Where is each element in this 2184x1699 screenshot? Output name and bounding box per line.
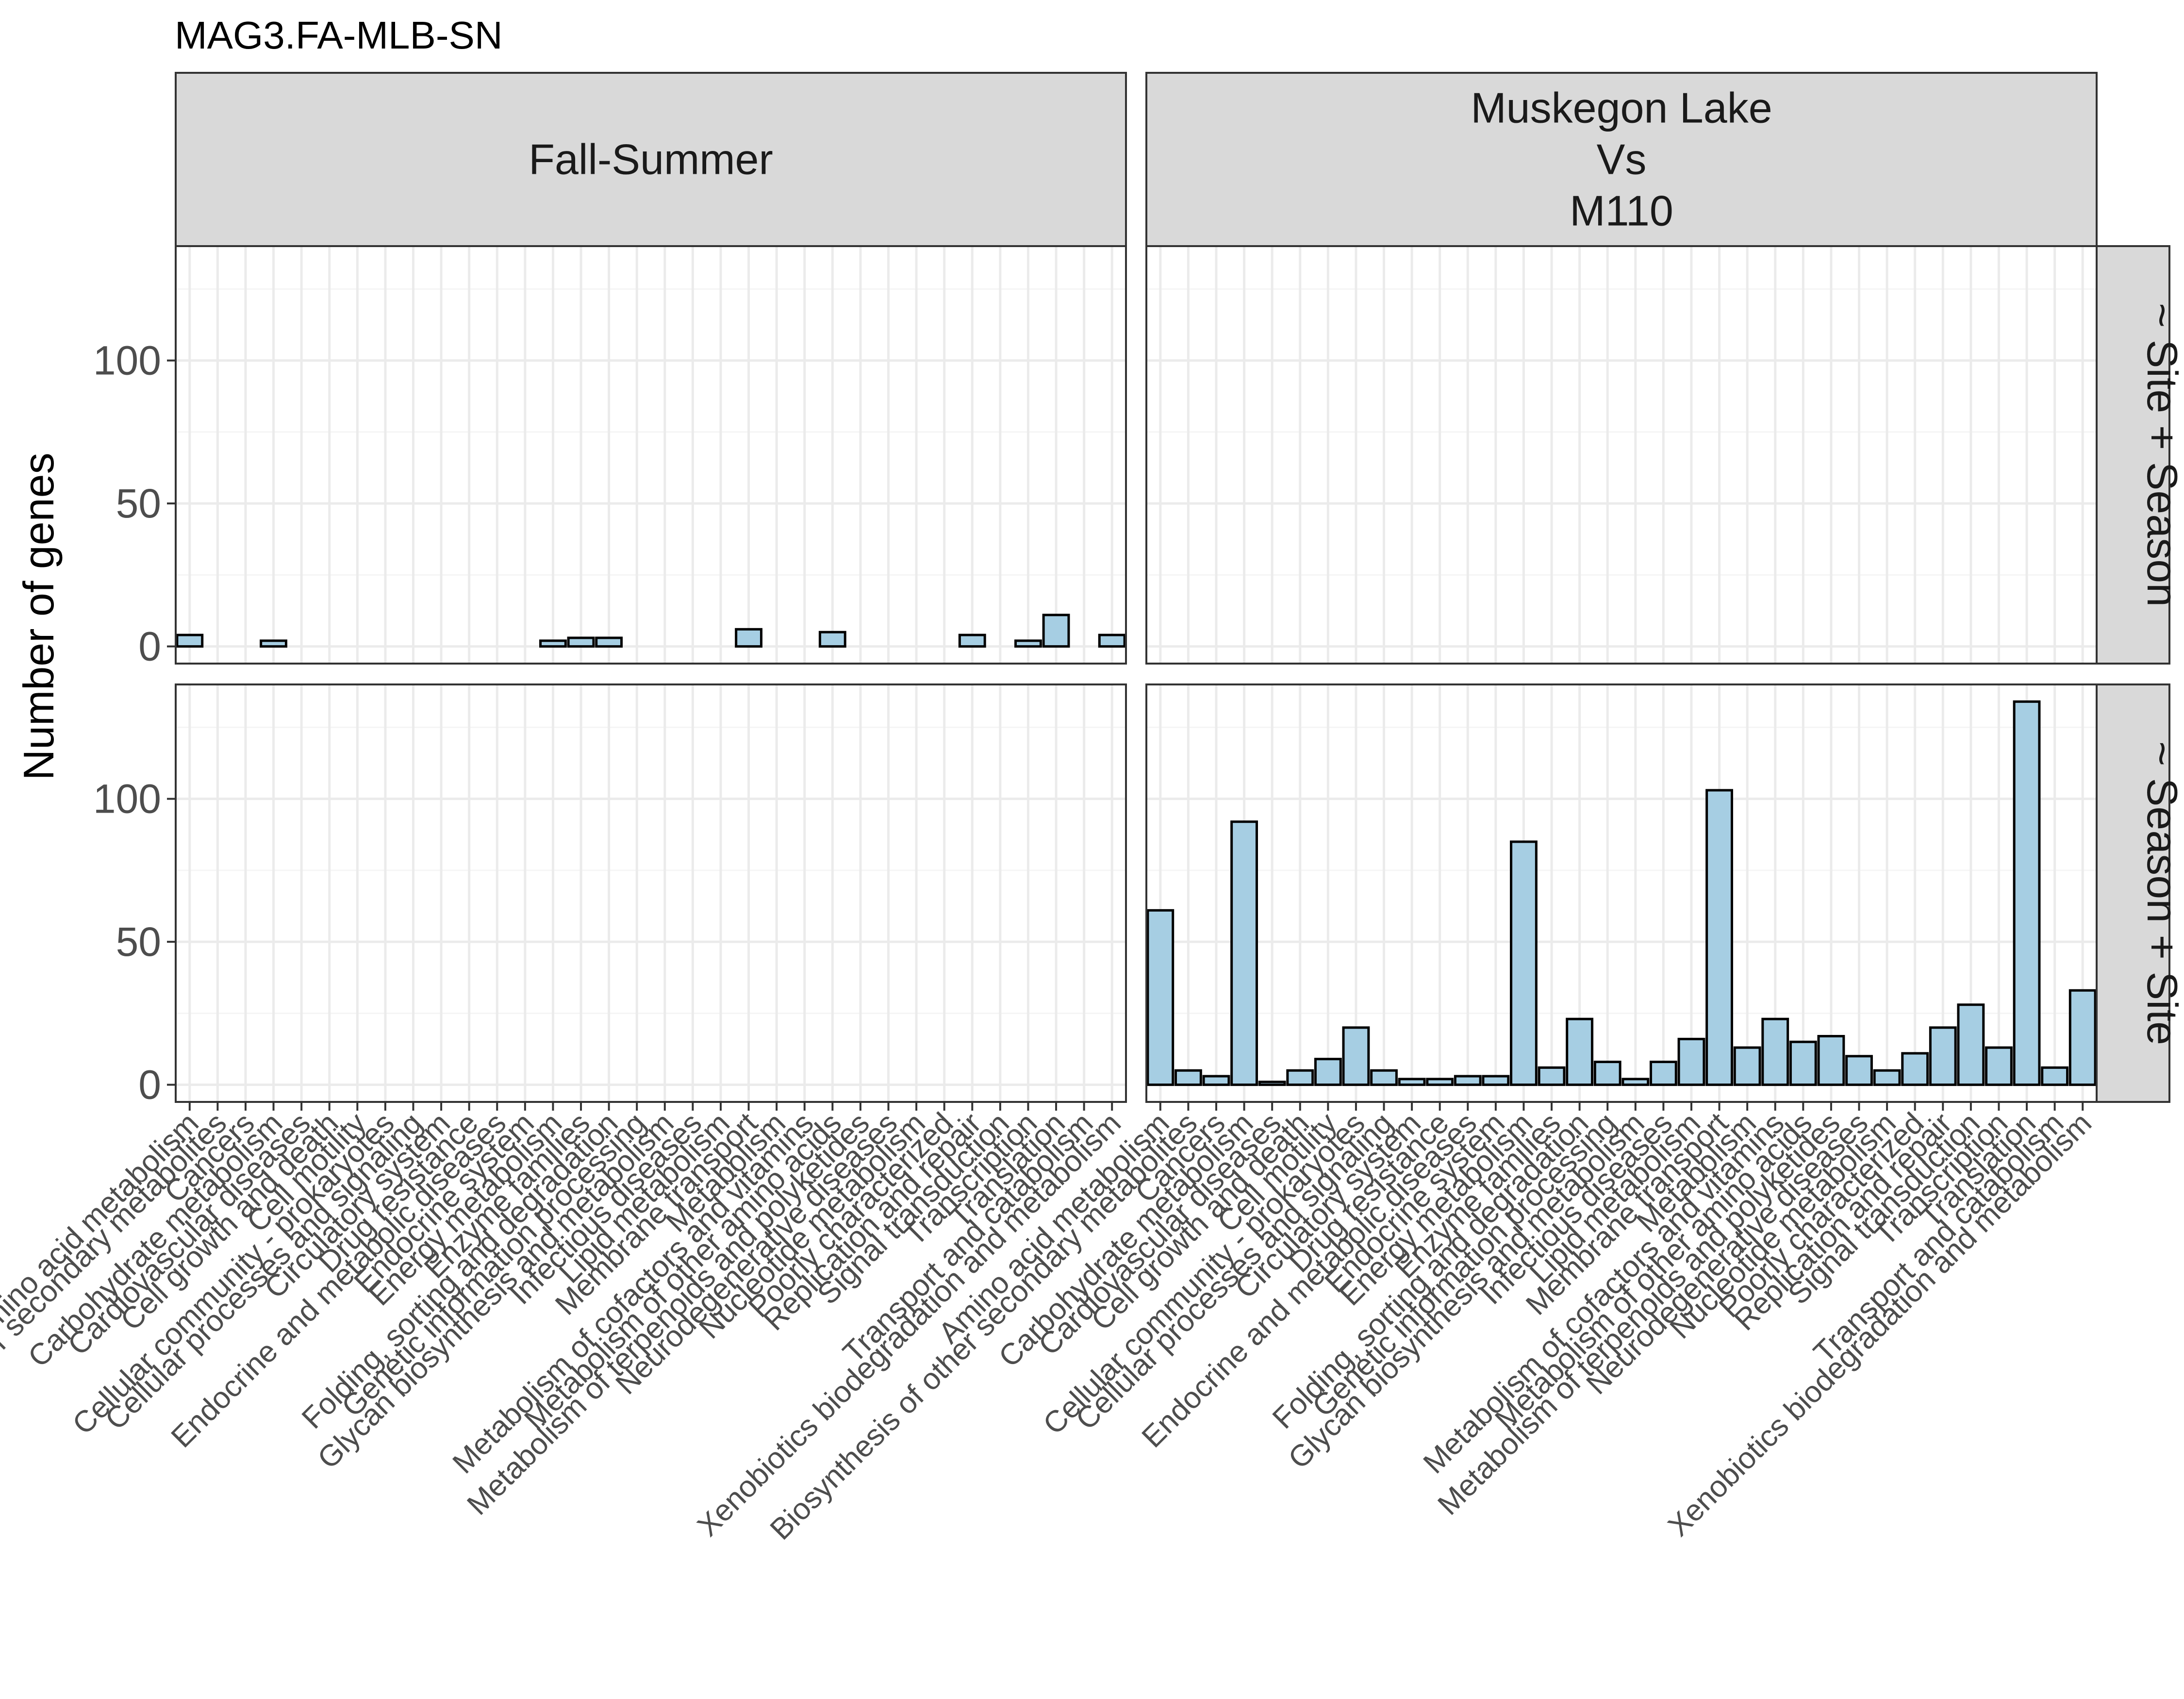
y-tick-label: 100 bbox=[93, 338, 161, 383]
bar-1-1-19 bbox=[1677, 1037, 1705, 1086]
bar-1-1-33 bbox=[2068, 989, 2097, 1086]
bar-1-1-8 bbox=[1370, 1069, 1398, 1086]
bar-1-1-13 bbox=[1510, 840, 1538, 1086]
facet-strip-col-0-label-0: Fall-Summer bbox=[529, 135, 773, 183]
bar-1-1-23 bbox=[1789, 1040, 1817, 1086]
bar-1-1-17 bbox=[1621, 1078, 1650, 1086]
bar-1-1-22 bbox=[1761, 1017, 1789, 1086]
y-tick-label: 0 bbox=[138, 624, 161, 669]
bar-1-1-16 bbox=[1593, 1061, 1621, 1086]
bar-1-1-20 bbox=[1705, 789, 1733, 1086]
bar-0-0-14 bbox=[567, 636, 595, 648]
bar-0-0-0 bbox=[176, 633, 204, 648]
bar-1-1-3 bbox=[1230, 820, 1258, 1086]
bar-1-1-14 bbox=[1538, 1066, 1566, 1086]
panel-bg-0-1 bbox=[1146, 246, 2097, 664]
y-tick-label: 50 bbox=[116, 481, 161, 526]
bar-1-1-32 bbox=[2041, 1066, 2069, 1086]
facet-strip-row-0 bbox=[2096, 245, 2170, 665]
panel-border-1-0 bbox=[175, 683, 1127, 1103]
facet-strip-row-1-label: ~ Season + Site bbox=[2138, 741, 2184, 1045]
bar-1-1-24 bbox=[1817, 1035, 1845, 1086]
bar-1-1-28 bbox=[1929, 1026, 1957, 1086]
facet-strip-col-1-label-0: Muskegon Lake bbox=[1471, 84, 1772, 132]
panel-border-1-1 bbox=[1145, 683, 2098, 1103]
bar-1-1-30 bbox=[1985, 1046, 2013, 1086]
panel-bg-0-0 bbox=[176, 246, 1126, 664]
chart-title: MAG3.FA-MLB-SN bbox=[175, 14, 503, 57]
bar-1-1-0 bbox=[1146, 909, 1175, 1086]
bar-1-1-31 bbox=[2013, 700, 2041, 1086]
bar-1-1-27 bbox=[1901, 1052, 1929, 1086]
panel-border-0-1 bbox=[1145, 245, 2098, 665]
bar-1-1-29 bbox=[1957, 1003, 1985, 1086]
bar-1-1-12 bbox=[1482, 1075, 1510, 1086]
bar-0-0-20 bbox=[735, 628, 762, 648]
panel-bg-1-0 bbox=[176, 684, 1126, 1102]
y-axis-label: Number of genes bbox=[15, 452, 63, 780]
bar-1-1-21 bbox=[1733, 1046, 1761, 1086]
bar-0-0-30 bbox=[1014, 639, 1042, 648]
facet-strip-col-0 bbox=[175, 72, 1127, 247]
bar-0-0-28 bbox=[958, 633, 986, 648]
panel-border-0-0 bbox=[175, 245, 1127, 665]
bar-0-0-15 bbox=[595, 636, 623, 648]
bar-1-1-5 bbox=[1286, 1069, 1314, 1086]
bar-1-1-7 bbox=[1342, 1026, 1370, 1086]
bar-0-0-23 bbox=[818, 631, 846, 648]
bar-1-1-25 bbox=[1845, 1055, 1873, 1086]
facet-strip-col-1 bbox=[1145, 72, 2098, 247]
bar-0-0-33 bbox=[1098, 633, 1126, 648]
bar-1-1-1 bbox=[1174, 1069, 1202, 1086]
bar-1-1-4 bbox=[1258, 1081, 1286, 1086]
facet-strip-col-1-label-2: M110 bbox=[1570, 187, 1673, 235]
bar-1-1-18 bbox=[1649, 1061, 1677, 1086]
bar-1-1-26 bbox=[1873, 1069, 1901, 1086]
y-tick-label: 100 bbox=[93, 776, 161, 822]
bar-1-1-6 bbox=[1314, 1058, 1342, 1086]
bar-0-0-3 bbox=[260, 639, 287, 648]
facet-strip-row-0-label: ~ Site + Season bbox=[2138, 303, 2184, 607]
bar-1-1-11 bbox=[1454, 1075, 1482, 1086]
bar-0-0-13 bbox=[539, 639, 567, 648]
y-tick-label: 50 bbox=[116, 919, 161, 965]
facet-strip-col-1-label-1: Vs bbox=[1597, 135, 1647, 183]
y-tick-label: 0 bbox=[138, 1062, 161, 1108]
bar-1-1-2 bbox=[1202, 1075, 1230, 1086]
bar-1-1-15 bbox=[1566, 1017, 1594, 1086]
facet-strip-row-1 bbox=[2096, 683, 2170, 1103]
bar-1-1-9 bbox=[1398, 1078, 1426, 1086]
bar-1-1-10 bbox=[1426, 1078, 1454, 1086]
bar-0-0-31 bbox=[1042, 614, 1070, 648]
